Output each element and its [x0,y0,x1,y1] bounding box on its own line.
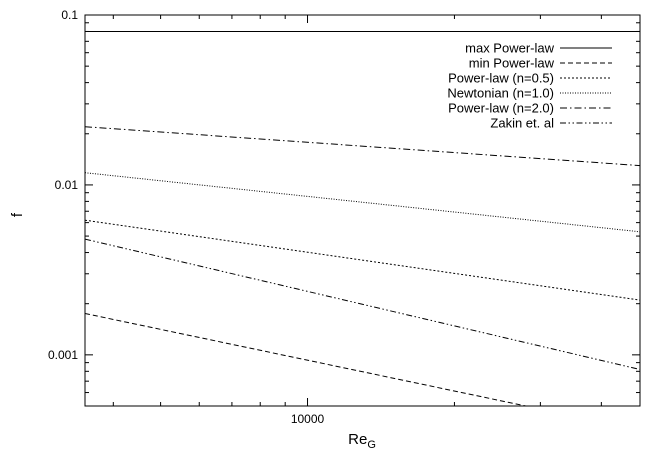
y-tick-label: 0.01 [55,178,79,192]
series-line-2 [85,219,640,301]
series-line-5 [85,238,640,370]
legend-label: max Power-law [465,41,554,56]
legend-label: Zakin et. al [490,116,554,131]
y-tick-label: 0.001 [48,348,78,362]
x-axis-title: ReG [348,431,376,451]
series-line-4 [85,126,640,167]
plot-frame [84,14,641,407]
x-axis-title-main: Re [348,431,367,448]
x-tick-label: 10000 [291,412,325,426]
series-line-1 [85,313,526,406]
legend-label: Newtonian (n=1.0) [447,86,554,101]
series-line-3 [85,172,640,233]
legend-label: Power-law (n=2.0) [448,101,554,116]
legend-label: min Power-law [469,56,555,71]
y-axis-title: f [9,212,26,217]
y-tick-label: 0.1 [61,8,78,22]
x-axis-title-subscript: G [367,439,376,451]
legend-label: Power-law (n=0.5) [448,71,554,86]
ticks: 0.1 0.01 0.001 10000 [48,8,640,426]
series-lines [85,31,640,406]
